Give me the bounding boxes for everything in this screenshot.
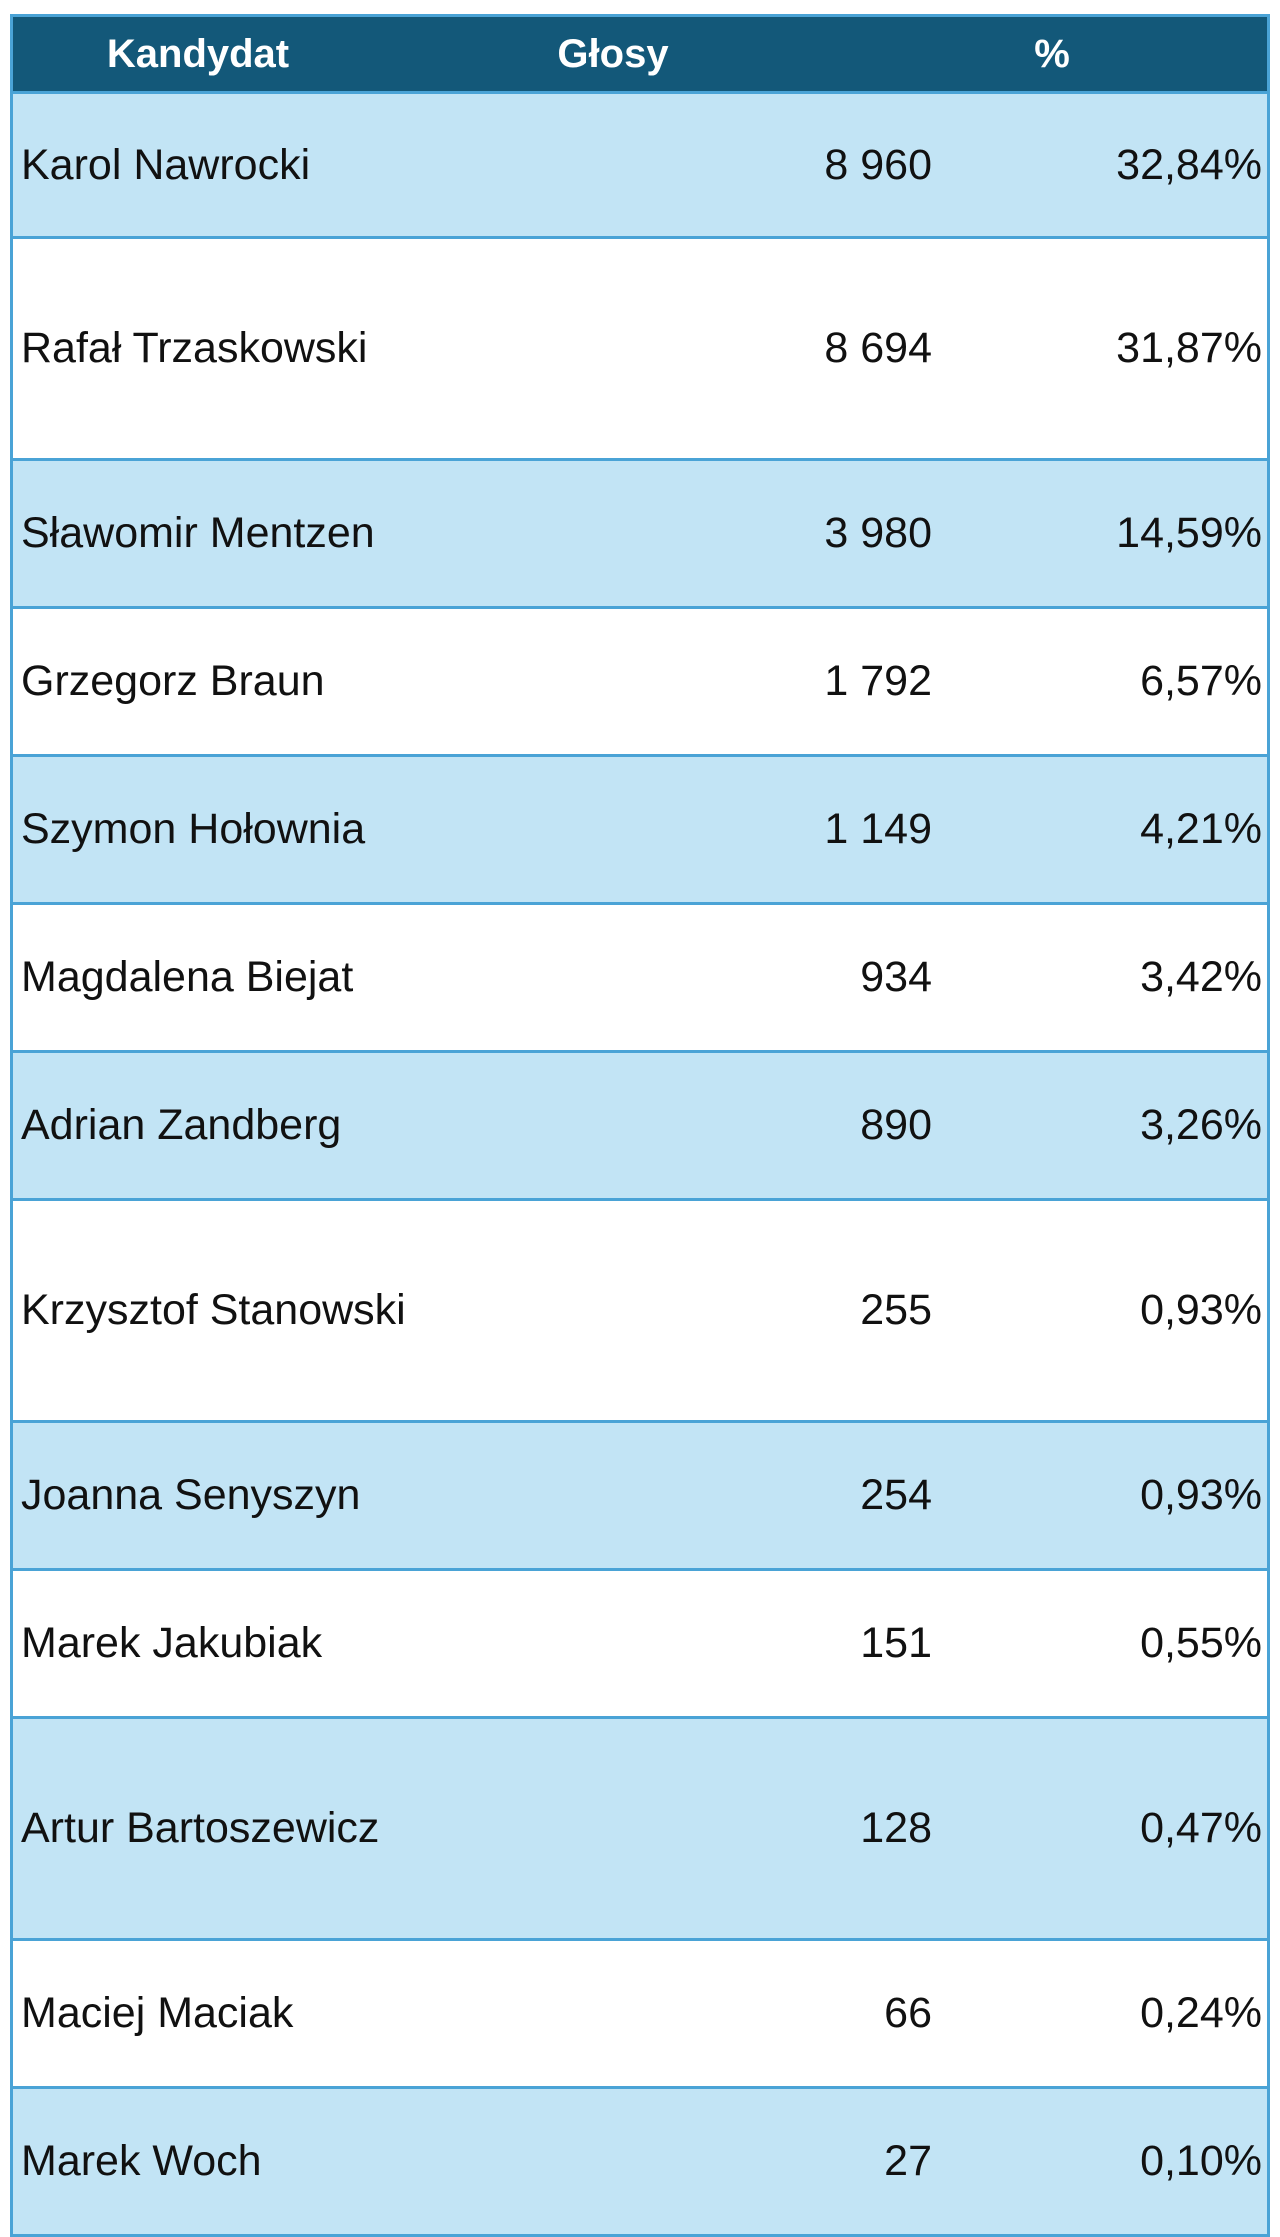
table-row: Sławomir Mentzen 3 980 14,59%	[13, 458, 1267, 606]
table-row: Marek Jakubiak 151 0,55%	[13, 1568, 1267, 1716]
votes-count: 254	[860, 1471, 932, 1519]
header-percent: %	[1034, 31, 1070, 76]
votes-count: 890	[860, 1101, 932, 1149]
header-votes: Głosy	[557, 31, 669, 76]
votes-count: 934	[860, 953, 932, 1001]
votes-count: 8 694	[824, 324, 932, 372]
votes-count: 1 149	[824, 805, 932, 853]
vote-percent: 0,55%	[1140, 1619, 1262, 1667]
candidate-name: Sławomir Mentzen	[21, 509, 375, 557]
vote-percent: 0,47%	[1140, 1804, 1262, 1852]
votes-count: 3 980	[824, 509, 932, 557]
candidate-name: Artur Bartoszewicz	[21, 1804, 380, 1852]
candidate-name: Grzegorz Braun	[21, 657, 325, 705]
votes-count: 27	[884, 2137, 932, 2185]
candidate-name: Szymon Hołownia	[21, 805, 366, 853]
table-row: Adrian Zandberg 890 3,26%	[13, 1050, 1267, 1198]
votes-count: 151	[860, 1619, 932, 1667]
table-row: Krzysztof Stanowski 255 0,93%	[13, 1198, 1267, 1420]
candidate-name: Karol Nawrocki	[21, 140, 311, 189]
table-header: Kandydat Głosy %	[13, 17, 1267, 91]
candidate-name: Marek Jakubiak	[21, 1619, 323, 1667]
table-row: Marek Woch 27 0,10%	[13, 2086, 1267, 2234]
table-row: Magdalena Biejat 934 3,42%	[13, 902, 1267, 1050]
table-row: Karol Nawrocki 8 960 32,84%	[13, 91, 1267, 236]
table-row: Maciej Maciak 66 0,24%	[13, 1938, 1267, 2086]
candidate-name: Krzysztof Stanowski	[21, 1286, 406, 1334]
candidate-name: Rafał Trzaskowski	[21, 324, 368, 372]
vote-percent: 3,42%	[1140, 953, 1262, 1001]
candidate-name: Maciej Maciak	[21, 1989, 294, 2037]
vote-percent: 0,24%	[1140, 1989, 1262, 2037]
vote-percent: 3,26%	[1140, 1101, 1262, 1149]
header-candidate: Kandydat	[106, 31, 290, 76]
vote-percent: 0,93%	[1140, 1286, 1262, 1334]
candidate-name: Marek Woch	[21, 2137, 262, 2185]
votes-count: 66	[884, 1989, 932, 2037]
candidate-name: Magdalena Biejat	[21, 953, 354, 1001]
votes-count: 128	[860, 1804, 932, 1852]
results-table: Kandydat Głosy % Karol Nawrocki 8 960 32…	[10, 14, 1270, 2237]
table-row: Grzegorz Braun 1 792 6,57%	[13, 606, 1267, 754]
table-row: Joanna Senyszyn 254 0,93%	[13, 1420, 1267, 1568]
table-row: Rafał Trzaskowski 8 694 31,87%	[13, 236, 1267, 458]
votes-count: 1 792	[824, 657, 932, 705]
votes-count: 8 960	[824, 140, 932, 189]
vote-percent: 4,21%	[1140, 805, 1262, 853]
vote-percent: 14,59%	[1116, 509, 1262, 557]
candidate-name: Adrian Zandberg	[21, 1101, 342, 1149]
votes-count: 255	[860, 1286, 932, 1334]
table-row: Artur Bartoszewicz 128 0,47%	[13, 1716, 1267, 1938]
vote-percent: 31,87%	[1116, 324, 1262, 372]
table-row: Szymon Hołownia 1 149 4,21%	[13, 754, 1267, 902]
vote-percent: 32,84%	[1116, 140, 1262, 189]
vote-percent: 0,10%	[1140, 2137, 1262, 2185]
candidate-name: Joanna Senyszyn	[21, 1471, 361, 1519]
vote-percent: 6,57%	[1140, 657, 1262, 705]
vote-percent: 0,93%	[1140, 1471, 1262, 1519]
